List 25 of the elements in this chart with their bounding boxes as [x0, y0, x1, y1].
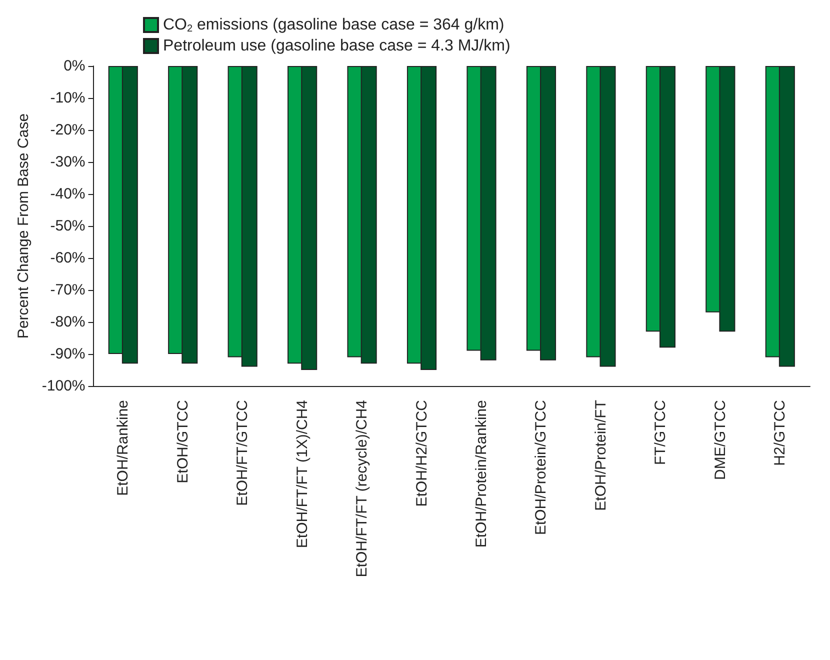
- x-tick-label: H2/GTCC: [772, 400, 789, 466]
- x-tick-label: EtOH/Protein/Rankine: [472, 400, 490, 548]
- x-tick-label: DME/GTCC: [712, 400, 729, 480]
- x-tick-label: FT/GTCC: [652, 400, 670, 465]
- x-tick-label: EtOH/FT/FT (1X)/CH4: [294, 400, 311, 548]
- y-tick-label: -40%: [50, 186, 86, 202]
- x-tick-label: EtOH/FT/FT (recycle)/CH4: [354, 400, 371, 578]
- y-tick-label: -100%: [42, 378, 86, 394]
- x-tick-label: EtOH/Rankine: [114, 400, 132, 496]
- y-tick-label: -10%: [50, 90, 86, 106]
- x-tick-label: EtOH/Protein/FT: [592, 400, 610, 511]
- x-tick-label: EtOH/H2/GTCC: [413, 400, 430, 507]
- y-tick-label: -20%: [50, 122, 86, 138]
- y-tick-label: -60%: [50, 250, 86, 266]
- y-tick-label: -80%: [50, 314, 86, 330]
- x-tick-label: EtOH/Protein/GTCC: [532, 400, 550, 536]
- y-tick-label: 0%: [64, 58, 86, 74]
- legend-label: Petroleum use (gasoline base case = 4.3 MJ/km): [163, 38, 510, 54]
- y-tick-label: -30%: [50, 154, 86, 170]
- y-axis-title: Percent Change From Base Case: [15, 113, 32, 339]
- x-tick-label: EtOH/FT/GTCC: [234, 400, 252, 506]
- y-tick-label: -90%: [50, 346, 86, 362]
- y-tick-label: -50%: [50, 218, 86, 234]
- x-tick-label: EtOH/GTCC: [174, 400, 192, 484]
- y-tick-label: -70%: [50, 282, 86, 298]
